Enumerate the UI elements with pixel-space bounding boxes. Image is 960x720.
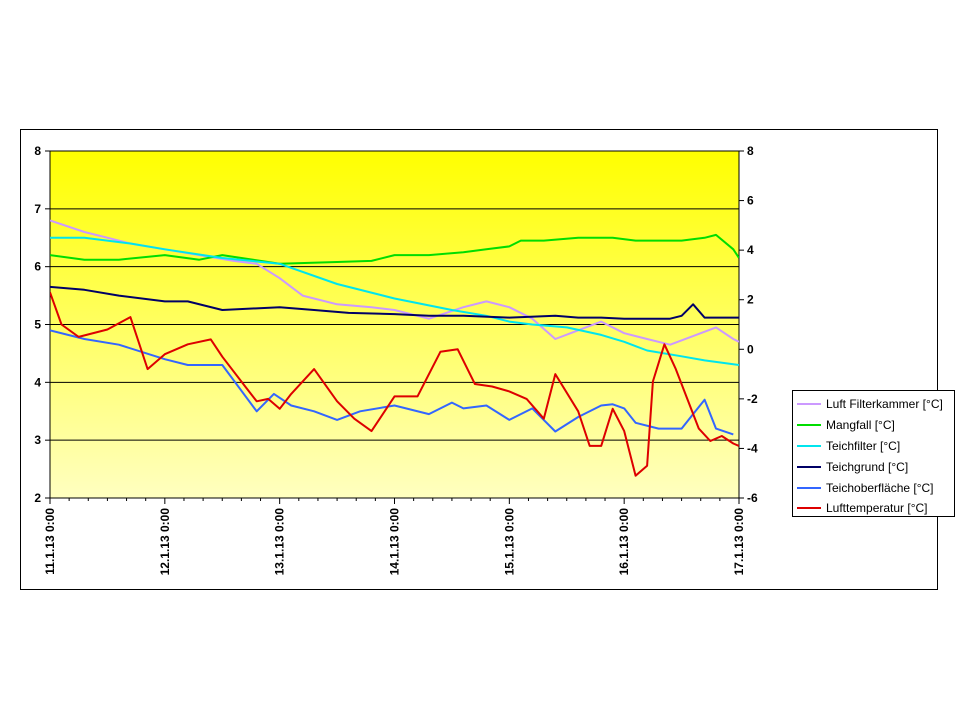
tick-labels: 2 3 4 5 6 7 8 -6 -4 -2 0 2 4 6 8 11.1.13 0:00 12.1.13 0:… [34,144,758,575]
legend-swatch [797,444,821,447]
y-right-tick-label: -6 [747,491,758,505]
legend-label: Lufttemperatur [°C] [826,501,928,516]
y-left-tick-label: 4 [34,375,41,389]
line-chart: 2 3 4 5 6 7 8 -6 -4 -2 0 2 4 6 8 11.1.13 0:00 12.1.13 0:… [34,144,758,575]
legend-swatch [797,507,821,510]
y-left-tick-label: 3 [34,433,41,447]
legend-label: Teichfilter [°C] [826,438,901,453]
series-line-4 [50,285,739,320]
x-tick-label: 11.1.13 0:00 [43,508,57,575]
legend-label: Teichoberfläche [°C] [826,480,934,495]
y-left-tick-label: 7 [34,202,41,216]
axes [45,150,744,504]
legend-swatch [797,424,821,427]
y-right-tick-label: 4 [747,243,754,257]
y-right-tick-label: 2 [747,293,754,307]
legend: Luft Filterkammer [°C] Mangfall [°C] Teich… [792,390,955,517]
legend-item: Lufttemperatur [°C] [797,498,954,519]
y-right-tick-label: 0 [747,342,754,356]
series-line-5 [50,329,734,436]
legend-item: Mangfall [°C] [797,415,954,436]
legend-item: Teichoberfläche [°C] [797,477,954,498]
legend-swatch [797,403,821,406]
legend-item: Luft Filterkammer [°C] [797,394,954,415]
legend-item: Teichgrund [°C] [797,456,954,477]
x-tick-label: 17.1.13 0:00 [732,508,746,576]
y-left-tick-label: 6 [34,260,41,274]
legend-swatch [797,486,821,489]
chart-frame: 2 3 4 5 6 7 8 -6 -4 -2 0 2 4 6 8 11.1.13 0:00 12.1.13 0:… [20,129,955,590]
y-right-tick-label: 6 [747,194,754,208]
y-left-tick-label: 2 [34,491,41,505]
x-tick-label: 12.1.13 0:00 [158,508,172,576]
x-tick-label: 16.1.13 0:00 [617,508,631,576]
legend-label: Mangfall [°C] [826,418,895,433]
y-left-tick-label: 8 [34,144,41,158]
legend-item: Teichfilter [°C] [797,436,954,457]
legend-label: Luft Filterkammer [°C] [826,397,943,412]
legend-swatch [797,465,821,468]
y-left-tick-label: 5 [34,318,41,332]
series-line-6 [50,291,739,477]
series-lines [50,219,739,477]
y-right-tick-label: 8 [747,144,754,158]
x-tick-label: 14.1.13 0:00 [388,508,402,576]
y-right-tick-label: -2 [747,392,758,406]
x-tick-label: 15.1.13 0:00 [502,508,516,576]
legend-label: Teichgrund [°C] [826,459,909,474]
x-tick-label: 13.1.13 0:00 [273,508,287,576]
series-line-2 [50,233,739,265]
y-right-tick-label: -4 [747,441,758,455]
